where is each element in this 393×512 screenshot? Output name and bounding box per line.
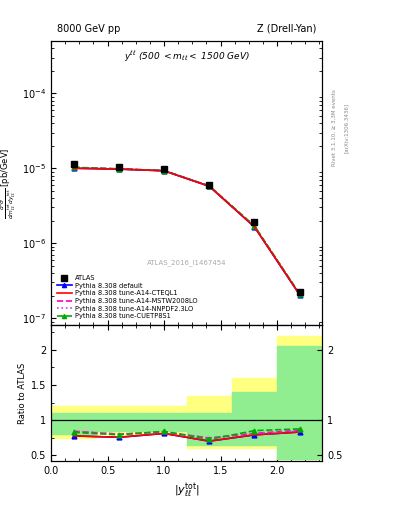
ATLAS: [252, 219, 257, 225]
ATLAS: [162, 166, 167, 172]
Line: ATLAS: ATLAS: [71, 161, 303, 295]
X-axis label: $|y_{\ell\ell}^{\rm tot}|$: $|y_{\ell\ell}^{\rm tot}|$: [174, 481, 200, 500]
Text: ATLAS_2016_I1467454: ATLAS_2016_I1467454: [147, 260, 226, 266]
Text: Z (Drell-Yan): Z (Drell-Yan): [257, 24, 317, 34]
Legend: ATLAS, Pythia 8.308 default, Pythia 8.308 tune-A14-CTEQL1, Pythia 8.308 tune-A14: ATLAS, Pythia 8.308 default, Pythia 8.30…: [54, 272, 200, 322]
Text: [arXiv:1306.3436]: [arXiv:1306.3436]: [344, 103, 349, 153]
Text: Rivet 3.1.10, ≥ 3.3M events: Rivet 3.1.10, ≥ 3.3M events: [332, 90, 337, 166]
Y-axis label: $\frac{d^2\sigma}{dm_{\ell\ell}^{\rm tot} dy_{\ell\ell}^{\rm tot}}$ [pb/GeV]: $\frac{d^2\sigma}{dm_{\ell\ell}^{\rm tot…: [0, 147, 18, 219]
Y-axis label: Ratio to ATLAS: Ratio to ATLAS: [18, 362, 27, 424]
ATLAS: [116, 164, 121, 170]
Text: 8000 GeV pp: 8000 GeV pp: [57, 24, 120, 34]
ATLAS: [298, 289, 302, 295]
ATLAS: [207, 182, 211, 188]
ATLAS: [72, 161, 76, 167]
Text: $y^{\ell\ell}$ (500 $< m_{\ell\ell} <$ 1500 GeV): $y^{\ell\ell}$ (500 $< m_{\ell\ell} <$ 1…: [124, 50, 250, 64]
